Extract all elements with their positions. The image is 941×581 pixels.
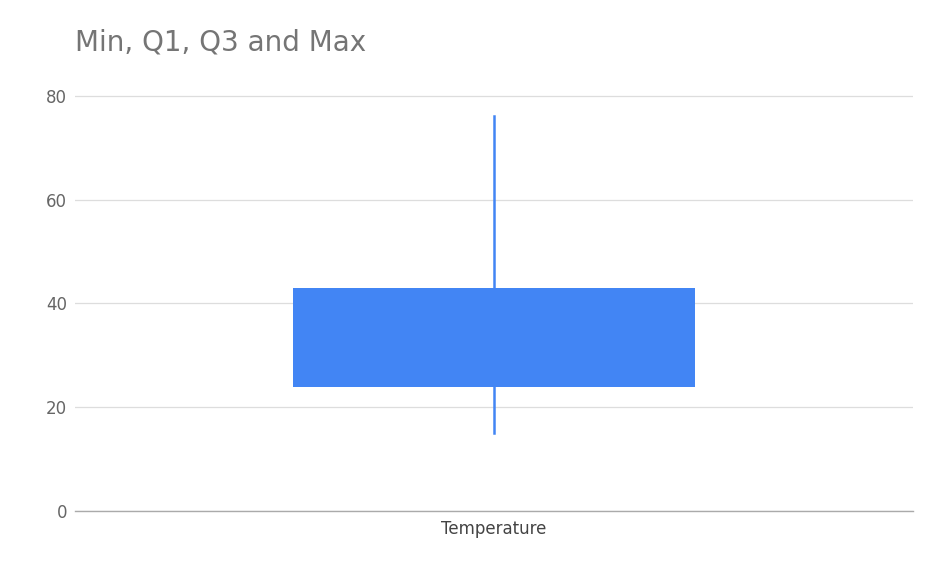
Bar (293, 288, 695, 386)
Text: Min, Q1, Q3 and Max: Min, Q1, Q3 and Max (75, 28, 366, 56)
